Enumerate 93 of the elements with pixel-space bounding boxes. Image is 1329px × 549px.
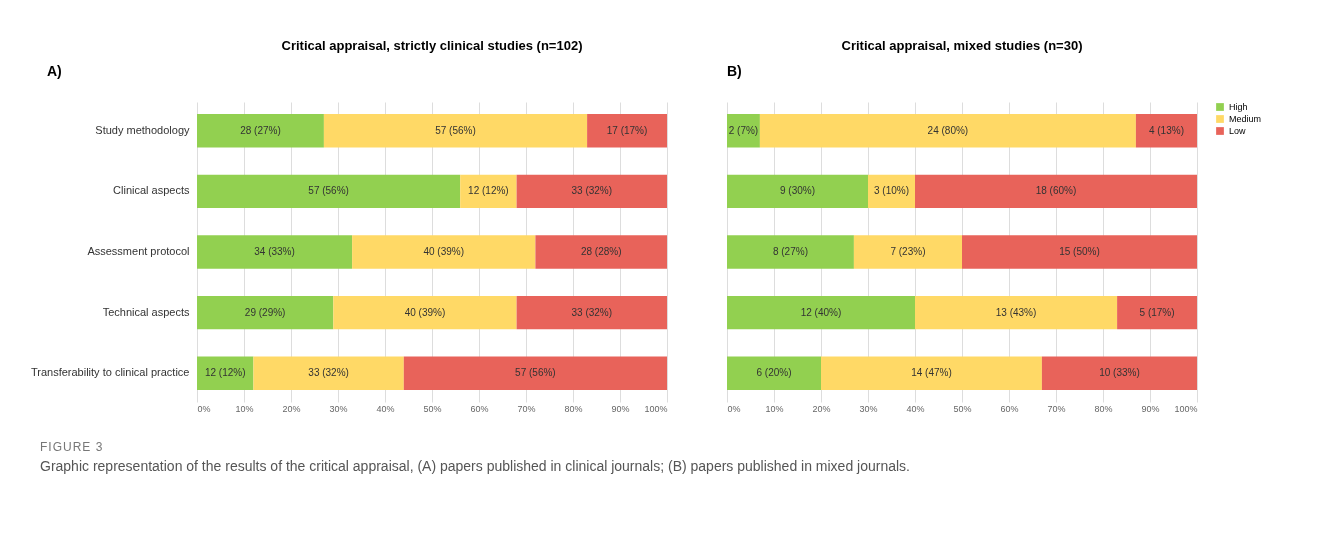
bar	[535, 235, 667, 269]
bar	[727, 235, 854, 269]
bar	[1117, 295, 1197, 330]
x-tick-label: 20%	[282, 403, 301, 414]
bar	[403, 356, 667, 390]
data-label: 13 (43%)	[995, 306, 1037, 318]
data-label: 17 (17%)	[606, 124, 648, 136]
data-label: 40 (39%)	[423, 246, 465, 257]
x-tick-label: 60%	[1000, 403, 1019, 414]
y-tick-label: Transferability to clinical practice	[30, 366, 190, 379]
text: A)	[47, 63, 62, 79]
data-label: 18 (60%)	[1035, 185, 1077, 197]
data-label: 57 (56%)	[435, 124, 476, 136]
data-label: 9 (30%)	[779, 185, 816, 197]
data-label: 28 (28%)	[580, 246, 622, 257]
legend-label: Medium	[1229, 114, 1262, 124]
data-label: 5 (17%)	[1139, 306, 1175, 318]
bar	[352, 235, 536, 269]
data-label: 8 (27%)	[772, 246, 808, 257]
x-tick-label: 70%	[517, 403, 536, 414]
data-label: 33 (32%)	[571, 306, 613, 318]
data-label: 34 (33%)	[254, 246, 295, 257]
bar	[197, 174, 461, 209]
x-tick-label: 80%	[564, 403, 583, 414]
x-tick-label: 30%	[329, 403, 348, 414]
y-tick-label: Technical aspects	[102, 305, 190, 318]
data-label: 33 (32%)	[308, 367, 349, 379]
data-label: 12 (12%)	[204, 367, 246, 379]
bar	[1041, 356, 1197, 390]
x-tick-label: 70%	[1047, 403, 1066, 414]
bar	[759, 114, 1136, 148]
bar	[323, 114, 588, 148]
x-tick-label: 100%	[1174, 403, 1198, 414]
bar	[516, 174, 667, 209]
y-tick-label: Assessment protocol	[87, 245, 190, 257]
x-tick-label: 40%	[906, 403, 925, 414]
data-label: 2 (7%)	[728, 124, 759, 136]
x-tick-label: 100%	[644, 403, 668, 414]
data-label: 14 (47%)	[911, 367, 952, 379]
legend-label: High	[1229, 102, 1248, 112]
data-label: 7 (23%)	[890, 246, 926, 257]
data-label: 12 (40%)	[800, 306, 842, 318]
bar	[333, 295, 517, 330]
data-label: 57 (56%)	[308, 185, 349, 197]
bar	[727, 356, 821, 390]
data-label: 3 (10%)	[873, 185, 910, 197]
bar	[197, 295, 334, 330]
text: Graphic representation of the results of the critical appraisal, (A) papers published in clinical journals; (B) papers published in mixed journals.	[40, 458, 911, 474]
bar	[853, 235, 962, 269]
bar	[727, 295, 915, 330]
y-tick-label: Study methodology	[95, 123, 190, 136]
bar	[253, 356, 404, 390]
x-tick-label: 30%	[859, 403, 878, 414]
bar	[962, 235, 1197, 269]
x-tick-label: 40%	[376, 403, 395, 414]
data-label: 57 (56%)	[515, 367, 556, 379]
data-label: 24 (80%)	[927, 124, 969, 136]
x-tick-label: 60%	[470, 403, 489, 414]
y-tick-label: Clinical aspects	[113, 184, 190, 197]
bar	[197, 235, 353, 269]
data-label: 6 (20%)	[756, 367, 792, 379]
legend-label: Low	[1229, 126, 1247, 136]
data-label: 28 (27%)	[240, 124, 281, 136]
x-tick-label: 90%	[1141, 403, 1160, 414]
bar	[915, 295, 1118, 330]
caption: FIGURE 3	[40, 440, 105, 454]
x-tick-label: 10%	[235, 403, 254, 414]
x-tick-label: 50%	[423, 403, 442, 414]
bar	[587, 114, 667, 148]
chart-title: Critical appraisal, strictly clinical studies (n=102)	[281, 38, 583, 53]
x-tick-label: 50%	[953, 403, 972, 414]
x-tick-label: 0%	[197, 403, 211, 414]
data-label: 15 (50%)	[1059, 246, 1100, 257]
data-label: 33 (32%)	[571, 185, 613, 197]
bar	[516, 295, 667, 330]
bar	[915, 174, 1197, 209]
bar	[460, 174, 517, 209]
x-tick-label: 90%	[611, 403, 630, 414]
bar	[727, 174, 868, 209]
x-tick-label: 80%	[1094, 403, 1113, 414]
text: B)	[727, 63, 742, 79]
data-label: 10 (33%)	[1099, 367, 1140, 379]
x-tick-label: 20%	[812, 403, 831, 414]
bar	[197, 114, 324, 148]
data-label: 40 (39%)	[404, 306, 446, 318]
chart-title: Critical appraisal, mixed studies (n=30)	[841, 38, 1083, 53]
data-label: 4 (13%)	[1148, 124, 1184, 136]
x-tick-label: 10%	[765, 403, 784, 414]
data-label: 12 (12%)	[468, 185, 509, 197]
data-label: 29 (29%)	[244, 306, 286, 318]
bar	[821, 356, 1042, 390]
bar	[1135, 114, 1197, 148]
x-tick-label: 0%	[727, 403, 741, 414]
